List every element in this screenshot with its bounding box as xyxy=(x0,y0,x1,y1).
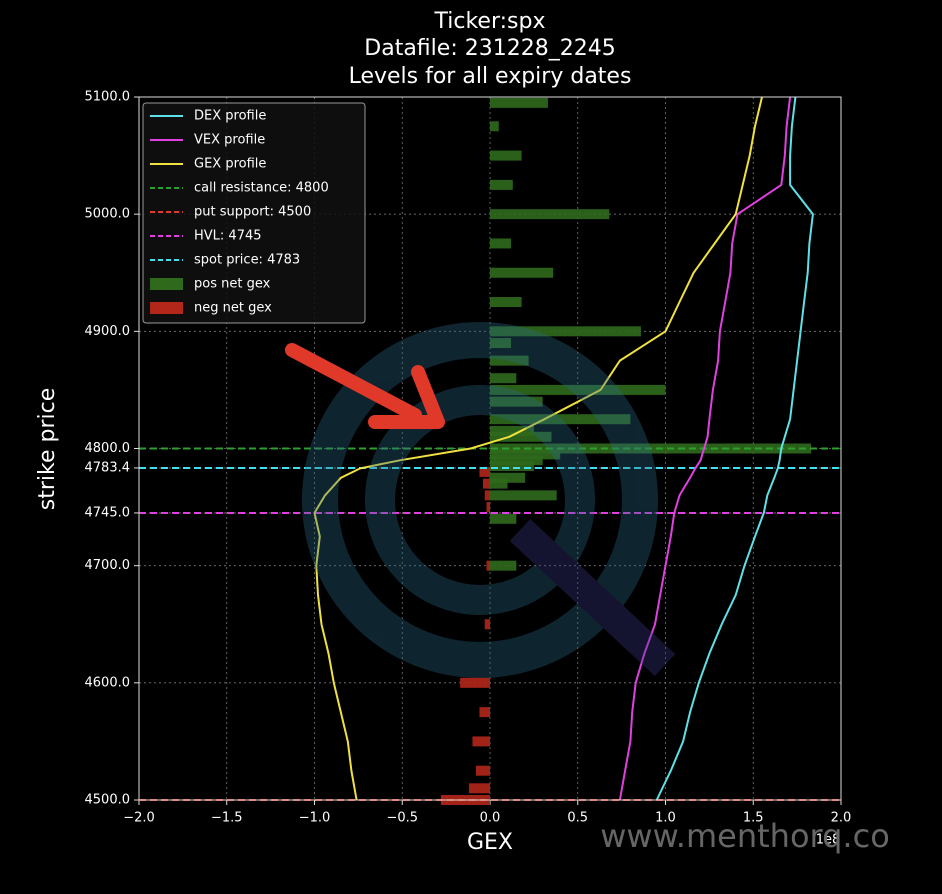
logo xyxy=(302,322,676,678)
x-tick-label: −1.5 xyxy=(211,811,243,826)
logo-ring xyxy=(302,322,658,678)
x-tick-label: −0.5 xyxy=(386,811,418,826)
arrow xyxy=(285,343,445,429)
offset-label: 1e8 xyxy=(816,833,841,848)
bar xyxy=(490,490,557,501)
bar xyxy=(490,373,517,384)
bar xyxy=(490,425,534,436)
bar xyxy=(490,97,548,108)
bar xyxy=(460,677,490,688)
x-tick-label: −2.0 xyxy=(123,811,155,826)
bar xyxy=(490,179,513,190)
x-tick-label: 1.5 xyxy=(743,811,764,826)
bar xyxy=(490,461,534,472)
bar xyxy=(479,707,490,718)
bar xyxy=(486,560,490,571)
legend-label: call resistance: 4800 xyxy=(194,181,329,196)
bar xyxy=(490,414,631,425)
bar xyxy=(475,765,490,776)
y-tick-label: 4783.4 xyxy=(85,460,131,475)
y-axis-label: strike price xyxy=(35,388,60,510)
bar xyxy=(484,490,490,501)
x-tick-label: 0.0 xyxy=(480,811,501,826)
plot-frame xyxy=(138,96,842,801)
bar xyxy=(486,502,490,513)
bar xyxy=(490,455,543,466)
legend-label: GEX profile xyxy=(194,157,266,172)
legend-swatch xyxy=(150,278,183,290)
y-tick-label: 4500.0 xyxy=(85,793,131,808)
x-tick-label: 0.5 xyxy=(567,811,588,826)
profile-line xyxy=(655,96,814,801)
legend-label: pos net gex xyxy=(194,277,271,292)
bar xyxy=(490,560,517,571)
chart-title: Ticker:spx xyxy=(434,9,546,34)
bar xyxy=(490,267,554,278)
x-tick-label: 2.0 xyxy=(831,811,852,826)
chart-title: Levels for all expiry dates xyxy=(349,64,632,89)
legend-label: spot price: 4783 xyxy=(194,253,300,268)
bar xyxy=(490,326,641,337)
legend-box xyxy=(142,102,366,324)
legend: DEX profile VEX profile GEX profile call re… xyxy=(142,102,366,324)
logo-bar xyxy=(509,519,676,676)
arrow-head xyxy=(368,365,445,429)
x-tick-label: −1.0 xyxy=(299,811,331,826)
bar xyxy=(482,478,490,489)
bar xyxy=(490,338,512,349)
legend-label: HVL: 4745 xyxy=(194,229,262,244)
y-tick-label: 4600.0 xyxy=(85,675,131,690)
bar xyxy=(490,121,499,132)
profile-line xyxy=(313,96,763,801)
chart-title: Datafile: 231228_2245 xyxy=(364,36,615,61)
bar xyxy=(490,238,512,249)
bar xyxy=(490,297,522,308)
legend-label: VEX profile xyxy=(194,133,265,148)
bar xyxy=(490,478,508,489)
bar xyxy=(490,355,529,366)
bar xyxy=(490,513,517,524)
x-axis-label: GEX xyxy=(467,830,513,855)
bar xyxy=(484,619,490,630)
bar xyxy=(490,150,522,161)
bar xyxy=(468,783,490,794)
bar xyxy=(490,384,666,395)
profile-line xyxy=(618,96,792,801)
legend-swatch xyxy=(150,302,183,314)
bar xyxy=(490,396,543,407)
bar xyxy=(490,472,526,483)
bar xyxy=(490,209,610,220)
y-tick-label: 4745.0 xyxy=(85,505,131,520)
marks xyxy=(139,96,841,805)
bar xyxy=(490,431,552,442)
arrow-shaft xyxy=(285,343,422,422)
watermark: www.menthorq.co xyxy=(600,817,890,855)
y-tick-label: 5000.0 xyxy=(85,207,131,222)
legend-label: neg net gex xyxy=(194,301,272,316)
legend-label: put support: 4500 xyxy=(194,205,311,220)
bar xyxy=(472,736,490,747)
y-tick-label: 5100.0 xyxy=(85,90,131,105)
y-tick-label: 4900.0 xyxy=(85,324,131,339)
y-tick-label: 4700.0 xyxy=(85,558,131,573)
y-tick-label: 4800.0 xyxy=(85,441,131,456)
x-tick-label: 1.0 xyxy=(655,811,676,826)
bar xyxy=(479,466,490,477)
logo-ring xyxy=(365,385,595,615)
legend-label: DEX profile xyxy=(194,109,266,124)
bar xyxy=(490,449,561,460)
